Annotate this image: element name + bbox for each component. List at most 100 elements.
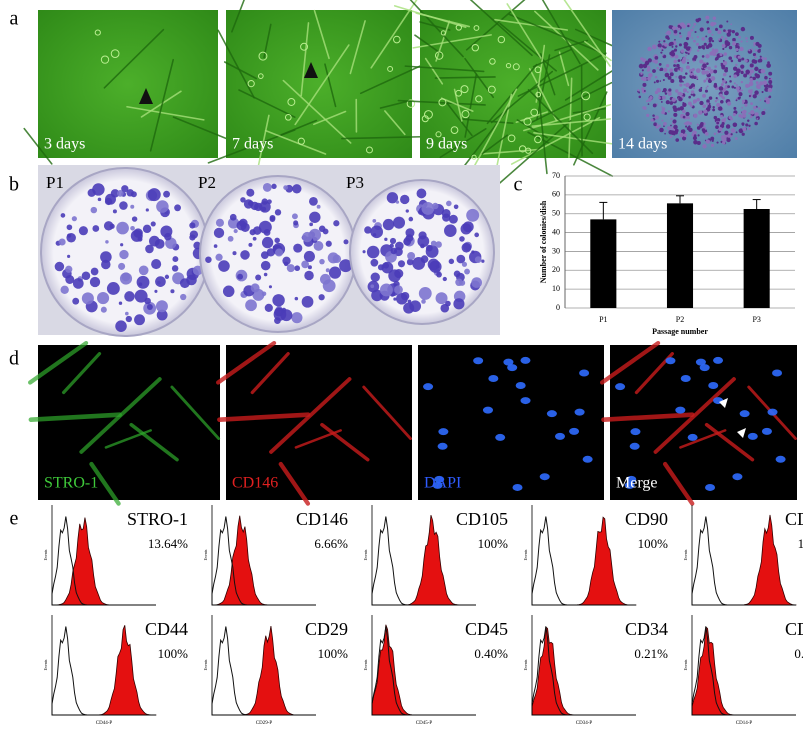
colony-cell <box>735 131 738 134</box>
colony-cell <box>756 117 759 120</box>
y-axis-label: Events <box>203 549 208 560</box>
cell <box>527 131 614 177</box>
colony-cell <box>728 56 733 60</box>
colony-cell <box>670 78 675 83</box>
arrowhead <box>719 398 728 408</box>
colony-cell <box>643 106 647 110</box>
colony-cell <box>705 45 710 49</box>
cell <box>217 29 256 99</box>
colony-cell <box>743 73 748 78</box>
colony-cell <box>700 86 703 89</box>
colony-cell <box>678 96 683 102</box>
colony-cell <box>706 102 710 106</box>
cell <box>564 67 618 101</box>
colony-cell <box>755 41 760 47</box>
colony <box>294 265 301 272</box>
colony <box>229 213 237 221</box>
nucleus <box>675 406 686 414</box>
colony-cell <box>730 23 733 26</box>
colony-cell <box>732 37 736 42</box>
cell <box>149 58 175 152</box>
cell <box>461 118 514 125</box>
axes <box>691 615 796 716</box>
cell-body <box>387 65 394 72</box>
colony <box>370 258 379 267</box>
colony-cell <box>652 114 655 117</box>
colony-cell <box>750 89 753 92</box>
colony-cell <box>690 73 693 76</box>
nucleus <box>630 428 641 436</box>
marker-percent: 100% <box>478 536 509 551</box>
colony <box>65 265 73 273</box>
colony-cell <box>724 40 729 45</box>
nucleus <box>539 473 550 481</box>
time-label: 3 days <box>44 136 85 153</box>
colony-cell <box>686 91 689 94</box>
colony-cell <box>662 88 667 92</box>
colony-cell <box>748 49 751 52</box>
colony <box>215 218 224 227</box>
colony <box>263 229 271 236</box>
colony-cell <box>722 61 728 66</box>
colony-cell <box>753 44 756 47</box>
colony <box>408 216 414 222</box>
colony-cell <box>665 32 668 35</box>
colony <box>189 234 196 241</box>
colony-cell <box>726 101 732 106</box>
colony <box>145 244 154 254</box>
colony-cell <box>677 27 681 31</box>
colony-cell <box>768 71 773 76</box>
cell-body <box>475 95 483 103</box>
colonies <box>362 188 485 314</box>
colony-cell <box>711 139 714 143</box>
cell-signal <box>28 340 89 385</box>
y-axis-label: Events <box>203 659 208 670</box>
colony <box>343 239 349 245</box>
colony-cell <box>684 51 687 54</box>
colony <box>72 278 84 289</box>
cell-body <box>471 43 480 52</box>
colony-cell <box>693 39 696 43</box>
colony-cell <box>697 134 700 137</box>
colony <box>227 235 234 242</box>
colony <box>471 277 482 288</box>
colony-cell <box>647 46 652 52</box>
nucleus <box>432 481 443 489</box>
nucleus <box>579 369 590 377</box>
colony-cell <box>690 83 696 88</box>
colony-cell <box>646 65 651 69</box>
colony-cell <box>731 30 736 34</box>
cell <box>529 81 613 124</box>
colony-cell <box>749 96 751 99</box>
colony <box>103 221 114 231</box>
colony <box>446 200 452 207</box>
colony <box>116 190 124 197</box>
colony <box>430 240 437 247</box>
cell <box>415 12 471 28</box>
colony-cell <box>656 66 660 70</box>
nucleus <box>705 483 716 491</box>
colony-cell <box>668 42 672 47</box>
cell-body <box>512 63 520 71</box>
colony-cell <box>649 95 653 100</box>
colony-cell <box>650 118 654 122</box>
colony <box>293 243 303 253</box>
colony-cell <box>693 54 698 59</box>
colony-cell <box>673 67 679 72</box>
cell-body <box>525 147 532 154</box>
cell-body <box>489 58 496 65</box>
colony-cell <box>669 68 674 73</box>
colony <box>328 266 342 279</box>
nucleus <box>775 455 786 463</box>
colony-cell <box>755 81 759 85</box>
colony-cell <box>753 42 756 45</box>
colony-cell <box>673 112 678 117</box>
colony-cell <box>723 29 726 32</box>
colony <box>54 261 65 272</box>
colony-cell <box>724 90 729 96</box>
colony-cell <box>748 127 751 131</box>
cell-body <box>471 154 477 160</box>
cell-body <box>438 98 447 107</box>
cell-body <box>366 146 373 154</box>
colony <box>119 201 128 210</box>
